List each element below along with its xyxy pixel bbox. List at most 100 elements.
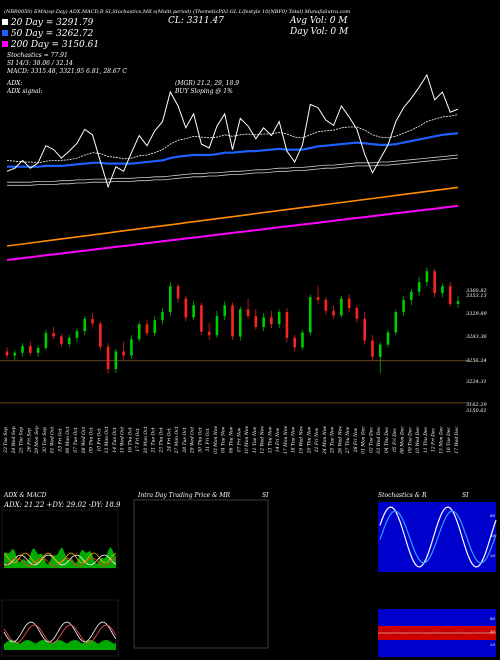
- date-label-8: 06 Mon Oct: [65, 426, 71, 453]
- date-label-19: 21 Tue Oct: [151, 427, 157, 453]
- avg-volume: Avg Vol: 0 M: [290, 16, 348, 26]
- date-label-40: 21 Fri Nov: [314, 427, 320, 453]
- date-label-12: 10 Fri Oct: [96, 428, 102, 452]
- date-label-34: 13 Thu Nov: [267, 426, 273, 453]
- price-label-5: 3224.31: [466, 379, 487, 385]
- ema50-label: 50 Day = 3262.72: [2, 29, 93, 39]
- ema100-line-b: [7, 154, 459, 183]
- adx-label: ADX:: [7, 80, 23, 87]
- date-label-27: 03 Mon Nov: [213, 426, 219, 454]
- candle-body-6: [52, 333, 55, 337]
- price-label-6: 3162.29: [466, 402, 487, 408]
- candle-body-15: [122, 351, 125, 356]
- ema200-line: [6, 186, 459, 247]
- candle-body-53: [417, 282, 421, 292]
- date-label-13: 13 Mon Oct: [104, 426, 110, 453]
- signal-line: [3, 624, 117, 644]
- date-label-46: 01 Mon Dec: [361, 426, 367, 454]
- header-line: (NBR0050) EMA(sp-Day) ADX,MACD,R SI,Stoc…: [4, 9, 351, 15]
- date-label-58: 17 Wed Dec: [454, 426, 460, 454]
- date-label-43: 26 Wed Nov: [337, 426, 343, 455]
- candle-body-10: [83, 318, 87, 332]
- candle-body-35: [277, 312, 281, 325]
- candle-body-11: [91, 318, 94, 324]
- date-label-33: 12 Wed Nov: [260, 426, 266, 454]
- si-value: SI 14/3: 38.06 / 32.14: [7, 60, 73, 67]
- candle-body-13: [106, 346, 110, 370]
- rsi-level-1: 50: [490, 629, 496, 634]
- date-label-35: 14 Fri Nov: [275, 427, 281, 452]
- adx-panel-frame: [1, 509, 119, 569]
- stoch-panel-title: Stochastics & R: [378, 492, 427, 499]
- date-label-24: 29 Wed Oct: [190, 427, 196, 455]
- minus-di-line: [3, 557, 117, 567]
- candle-body-23: [184, 298, 188, 318]
- ema300-line: [6, 204, 459, 261]
- candle-body-26: [207, 331, 211, 336]
- date-label-37: 18 Tue Nov: [291, 426, 297, 453]
- candle-body-12: [99, 323, 102, 347]
- date-label-54: 11 Thu Dec: [423, 426, 429, 453]
- candle-body-9: [75, 331, 79, 338]
- date-label-20: 23 Thu Oct: [159, 427, 165, 454]
- candle-body-32: [254, 316, 258, 327]
- date-label-23: 28 Tue Oct: [182, 427, 188, 453]
- candle-body-37: [293, 337, 297, 348]
- date-label-18: 20 Mon Oct: [143, 426, 149, 454]
- candle-body-20: [161, 312, 164, 321]
- date-label-22: 27 Mon Oct: [174, 426, 180, 454]
- candle-body-31: [246, 309, 250, 317]
- plus-di-line: [3, 552, 117, 564]
- rsi-level-2: 20: [489, 642, 496, 647]
- date-label-6: 01 Wed Oct: [50, 427, 56, 454]
- close-line: [6, 73, 459, 189]
- date-label-56: 15 Mon Dec: [438, 426, 444, 454]
- ema20-text: 20 Day = 3291.79: [10, 18, 94, 28]
- candle-body-50: [394, 312, 398, 333]
- rsi-level-0: 80: [490, 616, 496, 621]
- date-label-30: 07 Fri Nov: [236, 427, 242, 452]
- stoch-level-1: 50: [490, 533, 496, 538]
- date-label-31: 10 Mon Nov: [244, 426, 250, 454]
- candle-body-38: [301, 332, 304, 348]
- macd-line: [3, 621, 117, 643]
- close-price: CL: 3311.47: [168, 16, 224, 26]
- adx-values: (MGR) 21.2, 29, 18.9: [175, 80, 240, 87]
- date-label-11: 09 Thu Oct: [89, 427, 95, 453]
- candle-body-8: [67, 337, 71, 344]
- candle-body-7: [60, 336, 63, 344]
- macd-histogram: [4, 640, 116, 650]
- date-label-39: 20 Thu Nov: [306, 426, 312, 454]
- candle-body-18: [145, 324, 149, 334]
- date-label-29: 06 Thu Nov: [229, 426, 235, 453]
- candle-body-58: [456, 301, 460, 304]
- price-label-1: 3353.13: [466, 293, 487, 299]
- rsi-panel-bg: [378, 609, 496, 657]
- candle-body-56: [441, 286, 444, 294]
- ema20-swatch: [2, 19, 8, 25]
- candle-body-25: [200, 305, 203, 332]
- candle-body-17: [137, 324, 141, 340]
- date-label-49: 04 Thu Dec: [384, 426, 390, 453]
- date-label-51: 08 Mon Dec: [400, 426, 406, 454]
- date-label-4: 29 Mon Sep: [34, 426, 40, 455]
- candle-body-46: [363, 318, 366, 341]
- candle-body-54: [425, 271, 429, 283]
- stochastics-value: Stochastics = 77.91: [7, 52, 68, 59]
- rsi-line: [379, 630, 497, 636]
- candle-body-44: [347, 298, 351, 308]
- candle-body-42: [332, 310, 335, 316]
- candle-body-33: [262, 317, 265, 327]
- stoch-k-line: [379, 506, 497, 568]
- macd-value: MACD: 3315.48, 3321.95 6.81, 28.67 C: [7, 68, 127, 75]
- date-label-9: 07 Tue Oct: [73, 427, 79, 452]
- date-label-15: 15 Wed Oct: [120, 427, 126, 454]
- date-label-45: 28 Fri Nov: [353, 427, 359, 453]
- price-label-3: 3283.36: [466, 334, 487, 340]
- candle-body-1: [13, 352, 17, 356]
- date-label-57: 16 Tue Dec: [446, 427, 452, 453]
- date-label-5: 30 Tue Sep: [42, 427, 48, 453]
- date-label-48: 03 Wed Dec: [376, 426, 382, 454]
- date-label-55: 12 Fri Dec: [431, 427, 437, 452]
